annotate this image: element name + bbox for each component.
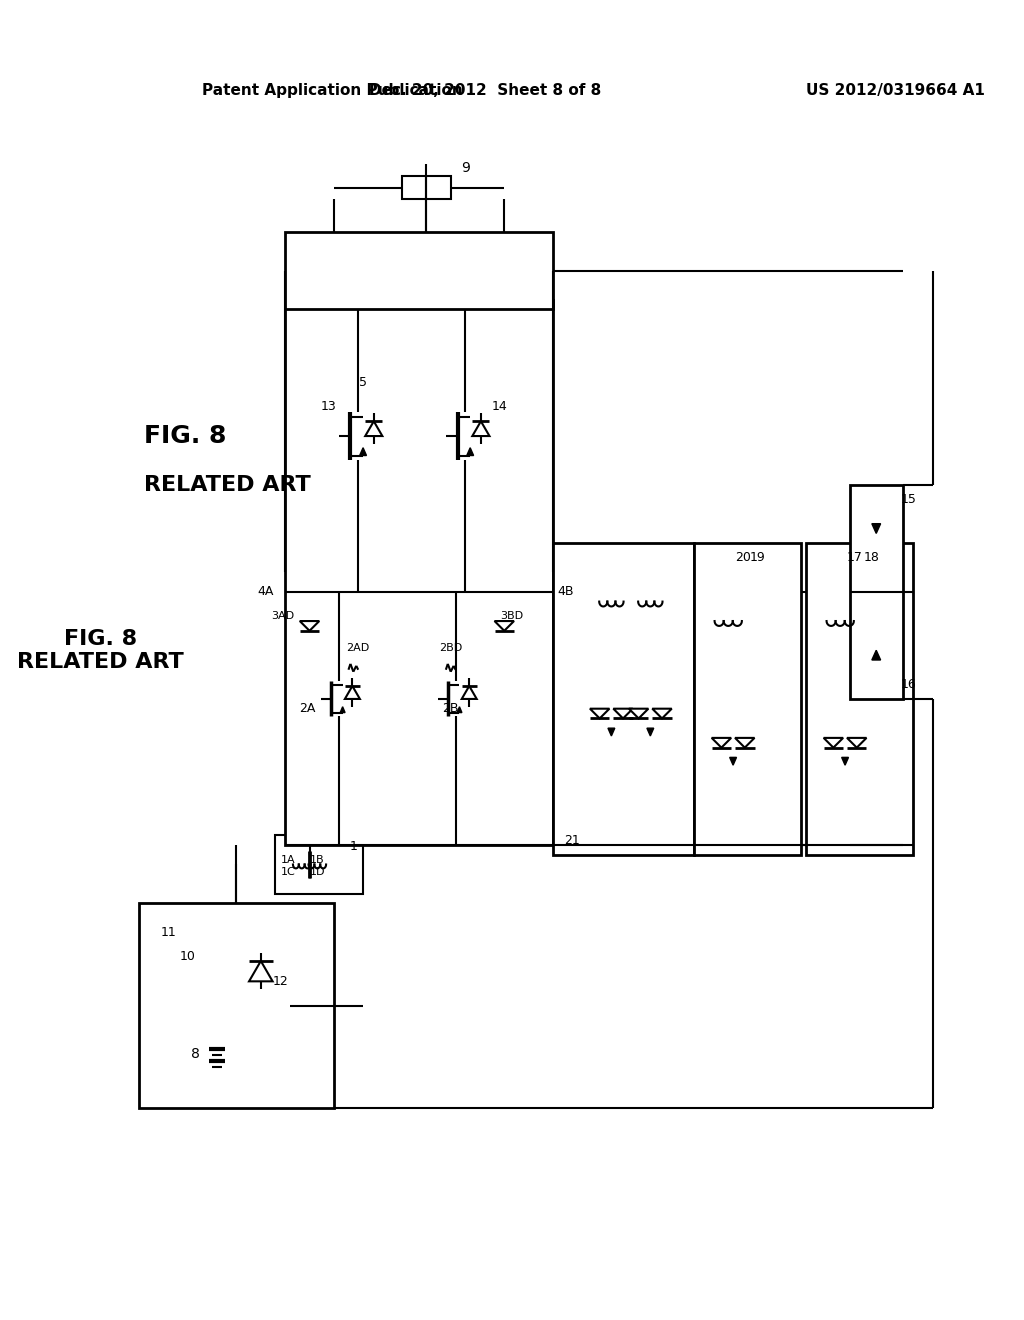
Text: Dec. 20, 2012  Sheet 8 of 8: Dec. 20, 2012 Sheet 8 of 8 xyxy=(369,83,601,98)
Bar xyxy=(139,903,334,1107)
Polygon shape xyxy=(613,709,633,718)
Text: 2A: 2A xyxy=(299,702,315,715)
Text: 9: 9 xyxy=(461,161,470,176)
Text: FIG. 8
RELATED ART: FIG. 8 RELATED ART xyxy=(16,628,183,672)
Polygon shape xyxy=(472,421,489,436)
Polygon shape xyxy=(735,738,755,747)
Text: Patent Application Publication: Patent Application Publication xyxy=(203,83,463,98)
Text: 10: 10 xyxy=(180,950,196,964)
Text: 1C: 1C xyxy=(281,867,296,878)
Bar xyxy=(806,543,913,855)
Polygon shape xyxy=(608,729,614,737)
Text: 20: 20 xyxy=(735,552,751,564)
Text: FIG. 8: FIG. 8 xyxy=(144,424,226,447)
Text: 17: 17 xyxy=(847,552,863,564)
Bar xyxy=(850,484,903,700)
Text: 3BD: 3BD xyxy=(501,611,523,622)
Polygon shape xyxy=(629,709,648,718)
Text: 12: 12 xyxy=(272,975,288,987)
Text: 21: 21 xyxy=(564,834,581,846)
Polygon shape xyxy=(590,709,609,718)
Text: 11: 11 xyxy=(161,927,176,939)
Polygon shape xyxy=(823,738,843,747)
Text: 19: 19 xyxy=(750,552,765,564)
Polygon shape xyxy=(871,651,881,660)
Text: 15: 15 xyxy=(900,492,916,506)
Polygon shape xyxy=(462,686,477,700)
Polygon shape xyxy=(340,706,345,713)
Text: 5: 5 xyxy=(359,376,367,389)
Text: 2AD: 2AD xyxy=(346,643,370,653)
Text: 1A: 1A xyxy=(281,854,295,865)
Polygon shape xyxy=(345,686,359,700)
Text: 4A: 4A xyxy=(257,585,273,598)
Text: 1: 1 xyxy=(349,841,357,854)
Text: 1D: 1D xyxy=(309,867,325,878)
Bar xyxy=(285,231,553,309)
Polygon shape xyxy=(871,524,881,533)
Polygon shape xyxy=(842,758,849,766)
Polygon shape xyxy=(249,961,272,981)
Polygon shape xyxy=(712,738,731,747)
Text: 14: 14 xyxy=(492,400,507,413)
Text: 18: 18 xyxy=(863,552,880,564)
Bar xyxy=(402,176,451,199)
Bar xyxy=(553,543,694,855)
Polygon shape xyxy=(359,447,367,455)
Bar xyxy=(694,543,801,855)
Polygon shape xyxy=(467,447,473,455)
Text: US 2012/0319664 A1: US 2012/0319664 A1 xyxy=(806,83,985,98)
Bar xyxy=(285,300,553,845)
Text: 2B: 2B xyxy=(442,702,459,715)
Polygon shape xyxy=(495,620,514,631)
Text: RELATED ART: RELATED ART xyxy=(144,475,310,495)
Polygon shape xyxy=(847,738,866,747)
Polygon shape xyxy=(647,729,653,737)
Text: 13: 13 xyxy=(322,400,337,413)
Text: 16: 16 xyxy=(900,678,916,690)
Polygon shape xyxy=(366,421,382,436)
Polygon shape xyxy=(300,620,319,631)
Polygon shape xyxy=(652,709,672,718)
Bar xyxy=(275,836,364,894)
Text: 4B: 4B xyxy=(558,585,574,598)
Text: 8: 8 xyxy=(190,1047,200,1061)
Text: 2BD: 2BD xyxy=(439,643,463,653)
Text: 1B: 1B xyxy=(310,854,325,865)
Polygon shape xyxy=(730,758,736,766)
Polygon shape xyxy=(457,706,462,713)
Text: 3AD: 3AD xyxy=(270,611,294,622)
